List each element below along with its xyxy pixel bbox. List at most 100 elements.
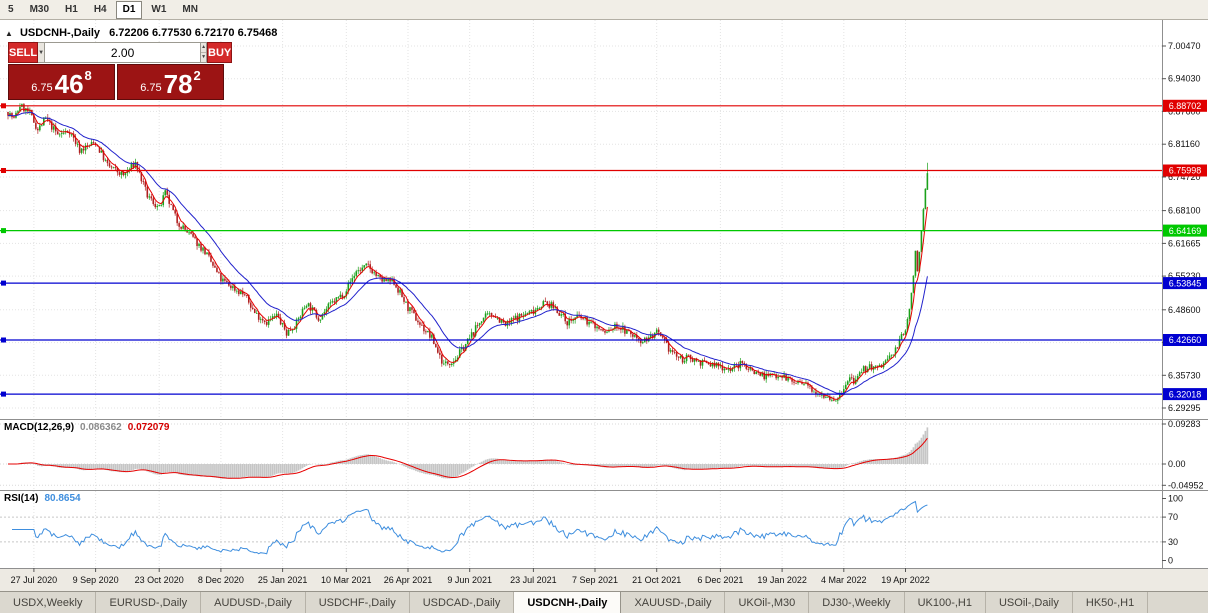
ma-fast-line <box>7 108 928 400</box>
date-label: 25 Jan 2021 <box>258 575 308 585</box>
horizontal-line-6.32018[interactable]: 6.32018 <box>0 388 1207 401</box>
date-label: 7 Sep 2021 <box>572 575 618 585</box>
buy-price-display[interactable]: 6.75 78 2 <box>117 64 224 100</box>
chart-tab-usdcnh-daily[interactable]: USDCNH-,Daily <box>514 592 622 613</box>
svg-text:0: 0 <box>1168 556 1173 566</box>
chart-tab-xauusd-daily[interactable]: XAUUSD-,Daily <box>621 592 726 613</box>
price-line-label-box <box>1163 277 1207 290</box>
price-line-label: 6.64169 <box>1169 226 1202 236</box>
svg-text:30: 30 <box>1168 537 1178 547</box>
horizontal-line-6.42660[interactable]: 6.42660 <box>0 334 1207 346</box>
line-anchor-marker <box>1 103 6 109</box>
volume-dropdown-icon[interactable]: ▼ <box>38 42 46 63</box>
sell-price-display[interactable]: 6.75 46 8 <box>8 64 115 100</box>
sell-price-big: 46 <box>54 69 84 99</box>
price-line-label-box <box>1163 99 1207 112</box>
date-label: 23 Jul 2021 <box>510 575 557 585</box>
chart-tab-audusd-daily[interactable]: AUDUSD-,Daily <box>201 592 306 613</box>
volume-up-icon[interactable]: ▲ <box>201 43 207 53</box>
volume-input[interactable] <box>45 42 202 63</box>
chart-tab-usdchf-daily[interactable]: USDCHF-,Daily <box>306 592 410 613</box>
date-label: 23 Oct 2020 <box>135 575 184 585</box>
price-line-label: 6.42660 <box>1169 335 1202 345</box>
svg-text:70: 70 <box>1168 512 1178 522</box>
volume-stepper: ▲ ▼ <box>201 42 208 63</box>
price-chart-canvas[interactable]: 7.004706.940306.876006.811606.747206.681… <box>0 20 1208 591</box>
horizontal-line-6.53845[interactable]: 6.53845 <box>0 277 1207 290</box>
horizontal-line-6.75998[interactable]: 6.75998 <box>0 164 1207 177</box>
date-label: 9 Sep 2020 <box>73 575 119 585</box>
chart-tab-usoil-daily[interactable]: USOil-,Daily <box>986 592 1073 613</box>
date-label: 19 Jan 2022 <box>757 575 807 585</box>
line-anchor-marker <box>1 168 6 173</box>
rsi-panel <box>0 500 1162 555</box>
svg-text:6.74720: 6.74720 <box>1168 172 1201 182</box>
svg-text:0.09283: 0.09283 <box>1168 419 1201 429</box>
line-anchor-marker <box>1 337 6 343</box>
sell-price-head: 6.75 <box>31 82 53 94</box>
buy-price-head: 6.75 <box>140 82 162 94</box>
macd-signal-line <box>8 437 928 479</box>
one-click-trade-panel: SELL ▼ ▲ ▼ BUY 6.75 46 8 6.75 78 2 <box>8 42 233 100</box>
date-label: 21 Oct 2021 <box>632 575 681 585</box>
time-axis: 27 Jul 2020 9 Sep 2020 23 Oct 2020 8 Dec 20… <box>11 568 930 585</box>
collapse-chart-icon[interactable]: ▲ <box>5 29 13 38</box>
horizontal-line-6.64169[interactable]: 6.64169 <box>0 224 1207 237</box>
date-label: 8 Dec 2020 <box>198 575 244 585</box>
date-label: 4 Mar 2022 <box>821 575 867 585</box>
svg-text:6.61665: 6.61665 <box>1168 238 1201 248</box>
chart-tab-eurusd-daily[interactable]: EURUSD-,Daily <box>96 592 202 613</box>
line-anchor-marker <box>1 391 6 397</box>
date-label: 10 Mar 2021 <box>321 575 372 585</box>
timeframe-button-h1[interactable]: H1 <box>65 3 78 15</box>
volume-down-icon[interactable]: ▼ <box>201 53 207 62</box>
chart-tab-usdcad-daily[interactable]: USDCAD-,Daily <box>410 592 515 613</box>
price-line-label: 6.75998 <box>1169 166 1202 176</box>
rsi-label: RSI(14) 80.8654 <box>4 493 81 504</box>
sell-price-sup: 8 <box>84 68 92 83</box>
date-label: 9 Jun 2021 <box>447 575 492 585</box>
chart-title: ▲ USDCNH-,Daily 6.72206 6.77530 6.72170 … <box>5 27 277 39</box>
price-line-label-box <box>1163 334 1207 346</box>
svg-text:6.68100: 6.68100 <box>1168 206 1201 216</box>
chart-tab-uk100-h1[interactable]: UK100-,H1 <box>905 592 986 613</box>
timeframe-button-5[interactable]: 5 <box>8 3 14 15</box>
sell-button[interactable]: SELL <box>8 42 39 63</box>
price-line-label-box <box>1163 224 1207 237</box>
timeframe-button-h4[interactable]: H4 <box>93 3 107 15</box>
line-anchor-marker <box>1 280 6 286</box>
buy-button[interactable]: BUY <box>207 42 233 63</box>
macd-label: MACD(12,26,9) 0.086362 0.072079 <box>4 422 170 433</box>
timeframe-button-w1[interactable]: W1 <box>151 3 167 15</box>
chart-tab-dj30-weekly[interactable]: DJ30-,Weekly <box>809 592 905 613</box>
date-label: 19 Apr 2022 <box>881 575 930 585</box>
chart-grid <box>0 20 1162 568</box>
price-line-label: 6.88702 <box>1169 101 1202 111</box>
price-line-label-box <box>1163 164 1207 177</box>
buy-price-big: 78 <box>163 69 193 99</box>
date-label: 26 Apr 2021 <box>384 575 433 585</box>
chart-tab-hk50-h1[interactable]: HK50-,H1 <box>1073 592 1149 613</box>
chart-tab-usdx-weekly[interactable]: USDX,Weekly <box>0 592 97 613</box>
chart-ohlc-values: 6.72206 6.77530 6.72170 6.75468 <box>109 27 278 39</box>
price-line-label-box <box>1163 388 1207 401</box>
timeframe-button-mn[interactable]: MN <box>182 3 198 15</box>
horizontal-line-6.88702[interactable]: 6.88702 <box>0 99 1207 112</box>
timeframe-button-d1[interactable]: D1 <box>115 0 143 19</box>
svg-text:100: 100 <box>1168 494 1183 504</box>
chart-tabs-bar: USDX,Weekly EURUSD-,Daily AUDUSD-,Daily USD… <box>0 591 1208 613</box>
timeframe-button-m30[interactable]: M30 <box>29 3 50 15</box>
date-label: 27 Jul 2020 <box>11 575 58 585</box>
price-line-label: 6.32018 <box>1169 389 1202 399</box>
ma-slow-line <box>7 111 928 395</box>
buy-price-sup: 2 <box>193 68 201 83</box>
chart-tab-ukoil-m30[interactable]: UKOil-,M30 <box>725 592 810 613</box>
svg-text:7.00470: 7.00470 <box>1168 41 1201 51</box>
svg-text:6.94030: 6.94030 <box>1168 74 1201 84</box>
svg-text:6.55230: 6.55230 <box>1168 271 1201 281</box>
macd-panel <box>0 423 1162 486</box>
svg-text:6.81160: 6.81160 <box>1168 139 1200 149</box>
svg-text:6.35730: 6.35730 <box>1168 370 1201 380</box>
timeframe-toolbar: 5 M30 H1 H4 D1 W1 MN <box>0 0 1208 20</box>
line-anchor-marker <box>1 228 6 234</box>
